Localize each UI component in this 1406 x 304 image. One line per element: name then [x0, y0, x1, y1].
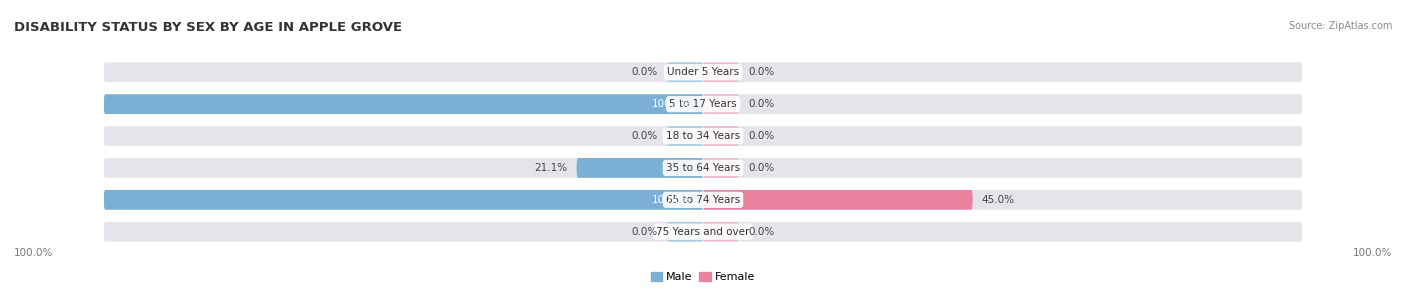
FancyBboxPatch shape	[104, 94, 1302, 114]
FancyBboxPatch shape	[703, 126, 740, 146]
Text: 5 to 17 Years: 5 to 17 Years	[669, 99, 737, 109]
FancyBboxPatch shape	[104, 222, 1302, 242]
FancyBboxPatch shape	[104, 126, 1302, 146]
Text: 100.0%: 100.0%	[651, 99, 690, 109]
FancyBboxPatch shape	[703, 222, 740, 242]
Text: Source: ZipAtlas.com: Source: ZipAtlas.com	[1288, 21, 1392, 31]
Text: 0.0%: 0.0%	[631, 131, 658, 141]
FancyBboxPatch shape	[666, 62, 703, 82]
FancyBboxPatch shape	[576, 158, 703, 178]
Text: 0.0%: 0.0%	[748, 131, 775, 141]
Text: 18 to 34 Years: 18 to 34 Years	[666, 131, 740, 141]
Text: 65 to 74 Years: 65 to 74 Years	[666, 195, 740, 205]
Text: 75 Years and over: 75 Years and over	[657, 227, 749, 237]
FancyBboxPatch shape	[104, 158, 1302, 178]
Text: 21.1%: 21.1%	[534, 163, 568, 173]
Text: Under 5 Years: Under 5 Years	[666, 67, 740, 77]
Text: 100.0%: 100.0%	[14, 248, 53, 258]
Legend: Male, Female: Male, Female	[647, 267, 759, 287]
FancyBboxPatch shape	[104, 190, 703, 210]
FancyBboxPatch shape	[703, 158, 740, 178]
Text: 0.0%: 0.0%	[748, 99, 775, 109]
FancyBboxPatch shape	[104, 94, 703, 114]
Text: 0.0%: 0.0%	[631, 67, 658, 77]
Text: DISABILITY STATUS BY SEX BY AGE IN APPLE GROVE: DISABILITY STATUS BY SEX BY AGE IN APPLE…	[14, 21, 402, 34]
Text: 35 to 64 Years: 35 to 64 Years	[666, 163, 740, 173]
Text: 100.0%: 100.0%	[1353, 248, 1392, 258]
Text: 0.0%: 0.0%	[631, 227, 658, 237]
Text: 45.0%: 45.0%	[981, 195, 1015, 205]
FancyBboxPatch shape	[104, 62, 1302, 82]
Text: 0.0%: 0.0%	[748, 163, 775, 173]
Text: 0.0%: 0.0%	[748, 227, 775, 237]
FancyBboxPatch shape	[666, 126, 703, 146]
FancyBboxPatch shape	[703, 94, 740, 114]
Text: 0.0%: 0.0%	[748, 67, 775, 77]
FancyBboxPatch shape	[703, 190, 973, 210]
FancyBboxPatch shape	[666, 222, 703, 242]
FancyBboxPatch shape	[104, 190, 1302, 210]
Text: 100.0%: 100.0%	[651, 195, 690, 205]
FancyBboxPatch shape	[703, 62, 740, 82]
